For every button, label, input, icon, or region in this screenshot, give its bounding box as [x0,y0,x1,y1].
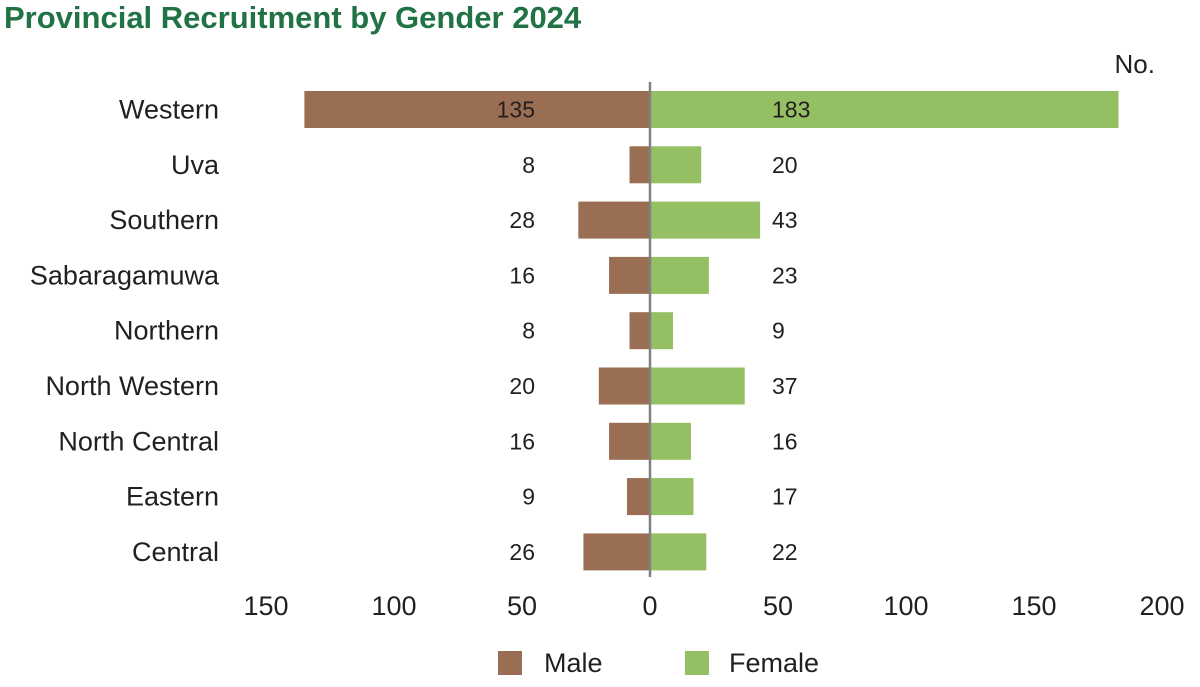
value-label-male-northern: 8 [522,318,535,344]
category-label-north-central: North Central [58,426,219,456]
value-label-female-northern: 9 [772,318,785,344]
bar-female-southern [650,201,761,239]
bars-layer [304,91,1119,571]
bar-male-eastern [626,478,650,516]
legend-label-female: Female [729,648,819,678]
value-label-female-north-central: 16 [772,428,798,454]
bar-female-northern [650,312,674,350]
x-tick-label: 150 [1011,591,1056,621]
category-label-uva: Uva [171,150,220,180]
bar-male-north-western [598,367,650,405]
bar-male-north-central [609,422,650,460]
value-label-female-southern: 43 [772,207,798,233]
category-label-western: Western [119,95,219,125]
bar-female-eastern [650,478,694,516]
x-tick-label: 0 [642,591,657,621]
category-label-central: Central [132,537,219,567]
bar-male-northern [629,312,650,350]
value-label-female-north-western: 37 [772,373,798,399]
value-label-male-uva: 8 [522,152,535,178]
category-label-southern: Southern [109,205,219,235]
value-label-female-sabaragamuwa: 23 [772,262,798,288]
value-label-male-sabaragamuwa: 16 [509,262,535,288]
value-label-male-western: 135 [497,97,535,123]
unit-label: No. [1115,49,1155,79]
x-tick-label: 200 [1139,591,1184,621]
legend-swatch-male [498,651,522,675]
legend-label-male: Male [544,648,603,678]
value-label-male-north-central: 16 [509,428,535,454]
category-label-northern: Northern [114,316,219,346]
x-tick-label: 50 [763,591,793,621]
value-label-female-central: 22 [772,539,798,565]
bar-female-sabaragamuwa [650,256,709,294]
value-label-male-central: 26 [509,539,535,565]
x-tick-label: 50 [507,591,537,621]
value-label-female-uva: 20 [772,152,798,178]
x-tick-label: 100 [371,591,416,621]
bar-female-central [650,533,707,571]
category-label-eastern: Eastern [126,482,219,512]
bar-male-southern [578,201,650,239]
x-tick-label: 150 [243,591,288,621]
bar-male-central [583,533,650,571]
value-label-male-southern: 28 [509,207,535,233]
category-label-north-western: North Western [45,371,219,401]
bar-male-western [304,91,650,128]
chart-title: Provincial Recruitment by Gender 2024 [4,0,582,35]
labels-layer: Western 135 183 Uva 8 20 Southern 28 43 Sabaragam… [30,95,811,567]
bar-female-north-western [650,367,745,405]
legend-swatch-female [685,651,709,675]
value-label-male-north-western: 20 [509,373,535,399]
bar-female-north-central [650,422,691,460]
x-tick-label: 100 [883,591,928,621]
legend: Male Female [498,648,819,678]
bar-male-uva [629,146,650,184]
x-axis-ticks: 150 100 50 0 50 100 150 200 [243,591,1184,621]
bar-female-western [650,91,1119,128]
bar-female-uva [650,146,702,184]
value-label-female-western: 183 [772,97,810,123]
value-label-male-eastern: 9 [522,484,535,510]
bar-male-sabaragamuwa [609,256,650,294]
category-label-sabaragamuwa: Sabaragamuwa [30,260,220,290]
value-label-female-eastern: 17 [772,484,798,510]
